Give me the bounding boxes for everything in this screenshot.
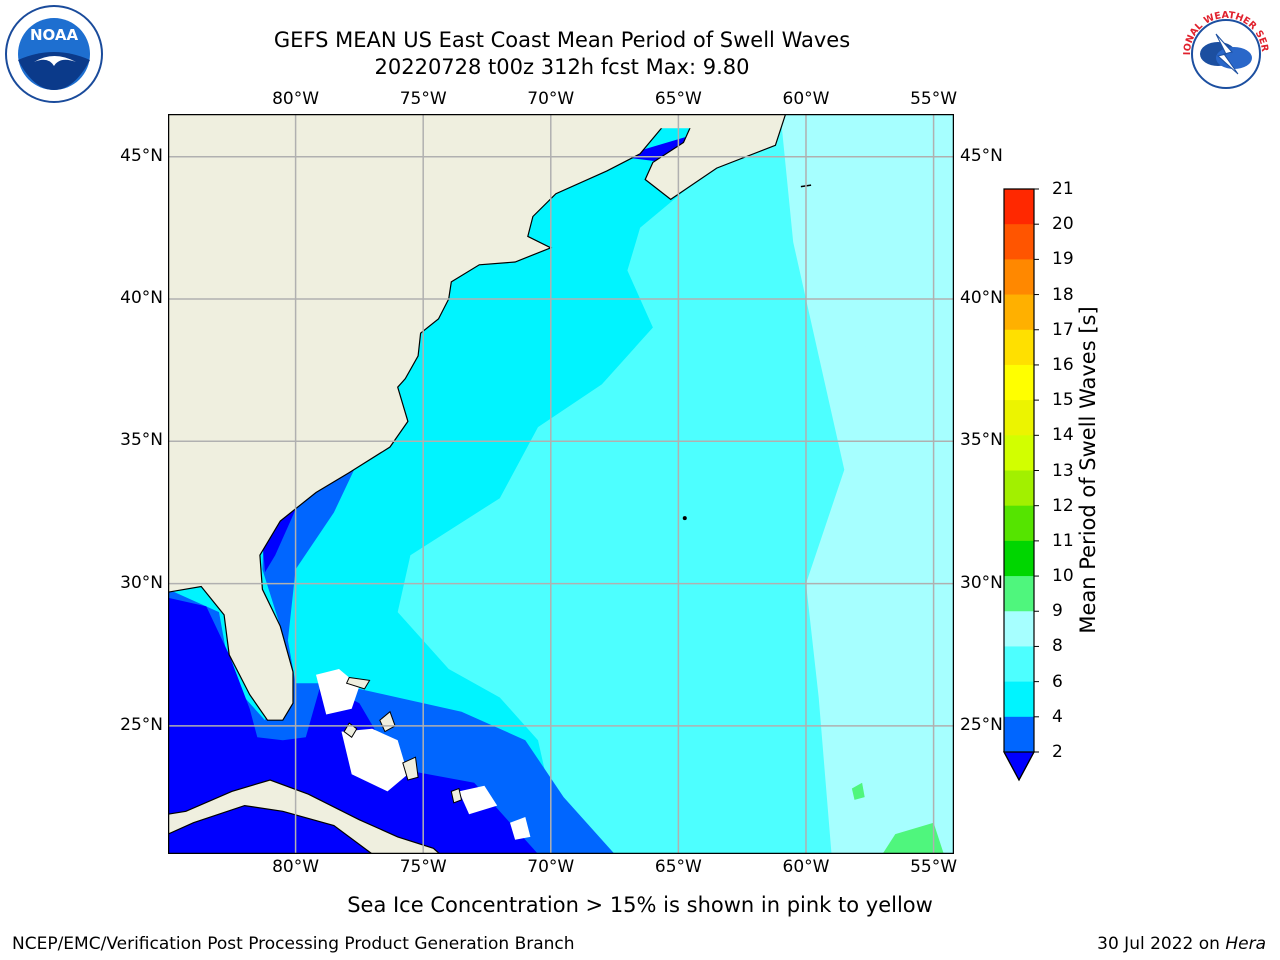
lat-label-left: 35°N bbox=[120, 430, 163, 451]
lat-label-left: 30°N bbox=[120, 572, 163, 593]
land-bahamas-island bbox=[402, 756, 419, 781]
chart-title: GEFS MEAN US East Coast Mean Period of S… bbox=[273, 28, 851, 52]
bank-caicos bbox=[458, 785, 498, 815]
swell-9-10-patch bbox=[882, 822, 944, 854]
lon-label-top: 60°W bbox=[782, 89, 830, 109]
land-bahamas-island bbox=[345, 676, 371, 690]
map-panel bbox=[168, 114, 954, 854]
lat-label-right: 25°N bbox=[960, 714, 1003, 735]
bank-turks bbox=[510, 817, 531, 840]
colorbar-tick-label: 9 bbox=[1052, 601, 1063, 622]
colorbar-under-arrow bbox=[1002, 751, 1036, 782]
chart-subtitle: 20220728 t00z 312h fcst Max: 9.80 bbox=[374, 55, 750, 79]
colorbar-segment bbox=[1004, 681, 1034, 718]
colorbar-segment bbox=[1004, 470, 1034, 507]
colorbar-tick-label: 14 bbox=[1052, 425, 1074, 446]
colorbar-segment bbox=[1004, 224, 1034, 260]
colorbar-segment bbox=[1004, 294, 1034, 331]
lon-label-top: 70°W bbox=[527, 89, 575, 109]
land-bahamas-island bbox=[450, 787, 463, 804]
colorbar-segment bbox=[1004, 505, 1034, 542]
lat-label-left: 40°N bbox=[120, 288, 163, 308]
lat-label-left: 25°N bbox=[120, 714, 163, 735]
colorbar-segment bbox=[1004, 400, 1034, 436]
colorbar-segment bbox=[1004, 435, 1034, 471]
map-frame bbox=[168, 114, 954, 854]
lon-label-top: 65°W bbox=[654, 89, 702, 109]
swell-9-10-patch-small bbox=[851, 782, 865, 800]
swell-8-9-patch bbox=[857, 284, 921, 385]
sea-ice-note-text: Sea Ice Concentration > 15% is shown in … bbox=[347, 893, 933, 917]
lon-label-top: 55°W bbox=[910, 89, 958, 109]
machine-name: Hera bbox=[1225, 934, 1266, 954]
colorbar-tick-label: 10 bbox=[1052, 566, 1074, 587]
credit-text: NCEP/EMC/Verification Post Processing Pr… bbox=[12, 934, 575, 954]
lat-label-right: 45°N bbox=[960, 145, 1003, 166]
bank-great-bahama bbox=[341, 728, 408, 792]
colorbar-tick-label: 15 bbox=[1052, 390, 1074, 411]
colorbar-tick-label: 2 bbox=[1052, 742, 1063, 762]
lon-label-bottom: 75°W bbox=[399, 857, 447, 877]
swell-under-2-fundy bbox=[619, 133, 697, 163]
colorbar-tick-label: 13 bbox=[1052, 460, 1074, 481]
lat-label-right: 30°N bbox=[960, 572, 1003, 593]
lon-label-bottom: 70°W bbox=[527, 857, 575, 877]
colorbar-segment bbox=[1004, 364, 1034, 401]
colorbar-segment bbox=[1004, 716, 1034, 753]
date-stamp: 30 Jul 2022 on Hera bbox=[1097, 934, 1266, 954]
colorbar-label: Mean Period of Swell Waves [s] bbox=[1076, 306, 1100, 634]
colorbar-outline bbox=[1003, 188, 1035, 782]
colorbar bbox=[1002, 188, 1039, 782]
colorbar-tick-label: 19 bbox=[1052, 249, 1074, 270]
land-bermuda bbox=[682, 516, 687, 521]
colorbar-tick-label: 16 bbox=[1052, 354, 1074, 375]
colorbar-segment bbox=[1004, 259, 1034, 296]
lat-label-right: 35°N bbox=[960, 430, 1003, 451]
colorbar-segment bbox=[1004, 540, 1034, 577]
lon-label-top: 75°W bbox=[399, 89, 447, 109]
colorbar-segment bbox=[1004, 646, 1034, 683]
lon-label-bottom: 60°W bbox=[782, 857, 830, 877]
colorbar-tick-label: 4 bbox=[1052, 706, 1063, 727]
lon-label-bottom: 55°W bbox=[910, 857, 958, 877]
colorbar-tick-label: 8 bbox=[1052, 636, 1063, 657]
lat-label-left: 45°N bbox=[120, 145, 163, 166]
noaa-logo: NOAA bbox=[4, 4, 104, 104]
lon-label-bottom: 65°W bbox=[654, 857, 702, 877]
colorbar-segment bbox=[1004, 329, 1034, 366]
colorbar-tick-label: 17 bbox=[1052, 319, 1074, 340]
noaa-logo-text: NOAA bbox=[30, 26, 79, 44]
land-cuba bbox=[168, 779, 447, 854]
lat-label-right: 40°N bbox=[960, 288, 1003, 308]
swell-under-2-ga-coast bbox=[262, 503, 299, 573]
land-upper-band bbox=[168, 114, 717, 129]
lon-label-bottom: 80°W bbox=[272, 857, 320, 877]
colorbar-tick-label: 12 bbox=[1052, 495, 1074, 516]
nws-logo: NATIONAL WEATHER SERVICE bbox=[1172, 0, 1276, 104]
colorbar-tick-label: 20 bbox=[1052, 214, 1074, 235]
colorbar-tick-label: 21 bbox=[1052, 179, 1074, 199]
lon-label-top: 80°W bbox=[272, 89, 320, 109]
colorbar-tick-label: 6 bbox=[1052, 671, 1063, 692]
colorbar-tick-label: 11 bbox=[1052, 530, 1074, 551]
colorbar-segment bbox=[1004, 611, 1034, 647]
land-north-america bbox=[168, 114, 675, 721]
colorbar-segment bbox=[1004, 576, 1034, 612]
colorbar-segment bbox=[1004, 189, 1034, 225]
colorbar-tick-label: 18 bbox=[1052, 284, 1074, 305]
date-text: 30 Jul 2022 on bbox=[1097, 934, 1226, 954]
sea-ice-note: Sea Ice Concentration > 15% is shown in … bbox=[0, 893, 1280, 917]
